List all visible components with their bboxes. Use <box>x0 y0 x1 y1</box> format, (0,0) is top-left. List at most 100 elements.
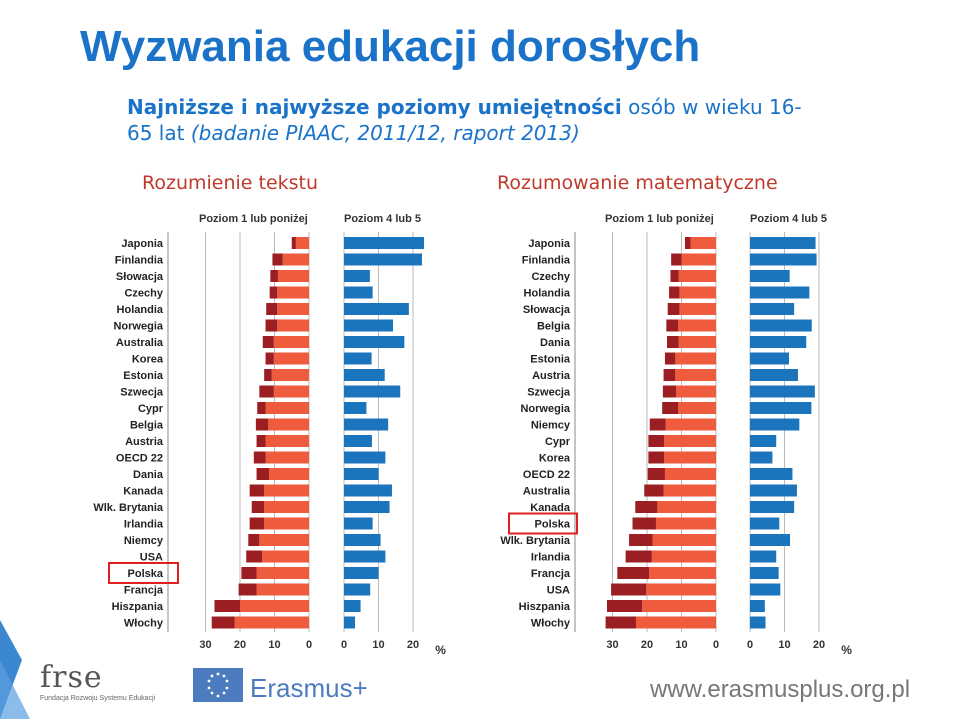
bar-high <box>750 534 791 546</box>
bar-low-light <box>265 402 309 414</box>
tick-label-left: 0 <box>713 639 719 651</box>
bar-low-light <box>675 385 716 398</box>
category-label: Włochy <box>124 618 164 630</box>
unit-label: % <box>841 643 852 657</box>
bar-high <box>750 435 777 447</box>
bar-low-dark <box>667 303 680 315</box>
category-label: Belgia <box>130 420 164 432</box>
bar-low-light <box>690 237 716 249</box>
bar-low-light <box>268 418 309 431</box>
panel-title-reading: Rozumienie tekstu <box>142 172 319 194</box>
bar-low-dark <box>611 583 647 596</box>
category-label: Holandia <box>524 288 571 300</box>
bar-low-dark <box>211 616 235 629</box>
website-url[interactable]: www.erasmusplus.org.pl <box>650 676 911 703</box>
bar-low-dark <box>647 468 665 480</box>
category-label: Estonia <box>123 370 164 382</box>
frse-logo-subtitle: Fundacja Rozwoju Systemu Edukacji <box>40 695 156 702</box>
frse-logo-mark: frse <box>40 660 103 695</box>
tick-label-left: 20 <box>641 639 653 651</box>
bar-high <box>344 385 401 398</box>
category-label: Belgia <box>537 321 571 333</box>
bar-low-dark <box>648 451 665 464</box>
bar-low-light <box>273 385 309 398</box>
bar-low-light <box>664 468 716 480</box>
bar-low-light <box>664 451 716 464</box>
category-label: Irlandia <box>124 519 164 531</box>
bar-low-dark <box>249 484 265 497</box>
bar-low-dark <box>644 484 664 497</box>
bar-low-light <box>262 550 309 563</box>
tick-label-right: 20 <box>407 639 419 651</box>
bar-low-light <box>649 567 716 579</box>
bar-high <box>344 517 373 530</box>
category-label: Holandia <box>117 304 164 316</box>
bar-high <box>344 303 409 315</box>
page-title: Wyzwania edukacji dorosłych <box>80 22 701 71</box>
category-label: Norwegia <box>113 321 163 333</box>
category-label: Finlandia <box>522 255 571 267</box>
bar-low-dark <box>255 418 269 431</box>
bar-low-dark <box>253 451 266 464</box>
bar-low-light <box>678 336 716 348</box>
category-label: Niemcy <box>531 420 571 432</box>
category-label: USA <box>140 552 163 564</box>
category-label: OECD 22 <box>116 453 163 465</box>
tick-label-right: 0 <box>747 639 753 651</box>
tick-label-left: 20 <box>234 639 246 651</box>
bar-high <box>344 501 390 513</box>
tick-label-left: 0 <box>306 639 312 651</box>
right-header: Poziom 4 lub 5 <box>750 213 827 225</box>
bar-low-light <box>240 600 309 612</box>
bar-low-light <box>655 517 716 530</box>
eu-flag-icon <box>193 668 243 702</box>
bar-low-light <box>234 616 309 629</box>
bar-high <box>750 517 780 530</box>
bar-low-dark <box>251 501 265 513</box>
bar-high <box>750 352 789 365</box>
bar-high <box>750 286 810 299</box>
bar-high <box>750 402 812 414</box>
category-label: Australia <box>116 337 164 349</box>
chart-panel-1: Poziom 1 lub poniżej Poziom 4 lub 5 30 20 10… <box>500 213 852 657</box>
bar-low-dark <box>666 319 679 332</box>
bar-high <box>344 253 422 266</box>
bar-high <box>750 567 779 579</box>
bar-low-light <box>635 616 716 629</box>
category-label: USA <box>547 585 570 597</box>
category-label: Francja <box>124 585 164 597</box>
unit-label: % <box>435 643 446 657</box>
subtitle-bold: Najniższe i najwyższe poziomy umiejętnoś… <box>127 95 622 119</box>
bar-high <box>750 336 807 348</box>
category-label: Estonia <box>530 354 571 366</box>
category-label: Norwegia <box>520 403 570 415</box>
chart-panel-0: Poziom 1 lub poniżej Poziom 4 lub 5 30 20 10… <box>93 213 446 657</box>
category-label: Cypr <box>138 403 164 415</box>
bar-high <box>750 369 798 381</box>
bar-low-dark <box>265 352 274 365</box>
bar-low-dark <box>272 253 283 266</box>
bar-low-dark <box>625 550 652 563</box>
category-label: Francja <box>531 568 571 580</box>
tick-label-left: 10 <box>268 639 280 651</box>
bar-high <box>750 501 795 513</box>
frse-logo: frse Fundacja Rozwoju Systemu Edukacji <box>40 660 156 703</box>
tick-label-right: 10 <box>372 639 384 651</box>
subtitle-italic: (badanie PIAAC, 2011/12, raport 2013) <box>190 121 580 145</box>
category-label: Finlandia <box>115 255 164 267</box>
bar-low-dark <box>238 583 257 596</box>
bar-high <box>344 319 393 332</box>
bar-high <box>344 583 371 596</box>
category-label: Kanada <box>123 486 164 498</box>
bar-low-dark <box>257 402 266 414</box>
category-label: Irlandia <box>531 552 571 564</box>
bar-high <box>750 600 765 612</box>
bar-low-dark <box>259 385 274 398</box>
category-label: Czechy <box>531 271 570 283</box>
bar-low-light <box>282 253 309 266</box>
bar-low-dark <box>269 286 278 299</box>
bar-high <box>344 435 372 447</box>
category-label: Czechy <box>124 288 163 300</box>
bar-high <box>344 286 373 299</box>
subtitle-normal: osób w wieku 16-65 lat <box>127 95 802 145</box>
